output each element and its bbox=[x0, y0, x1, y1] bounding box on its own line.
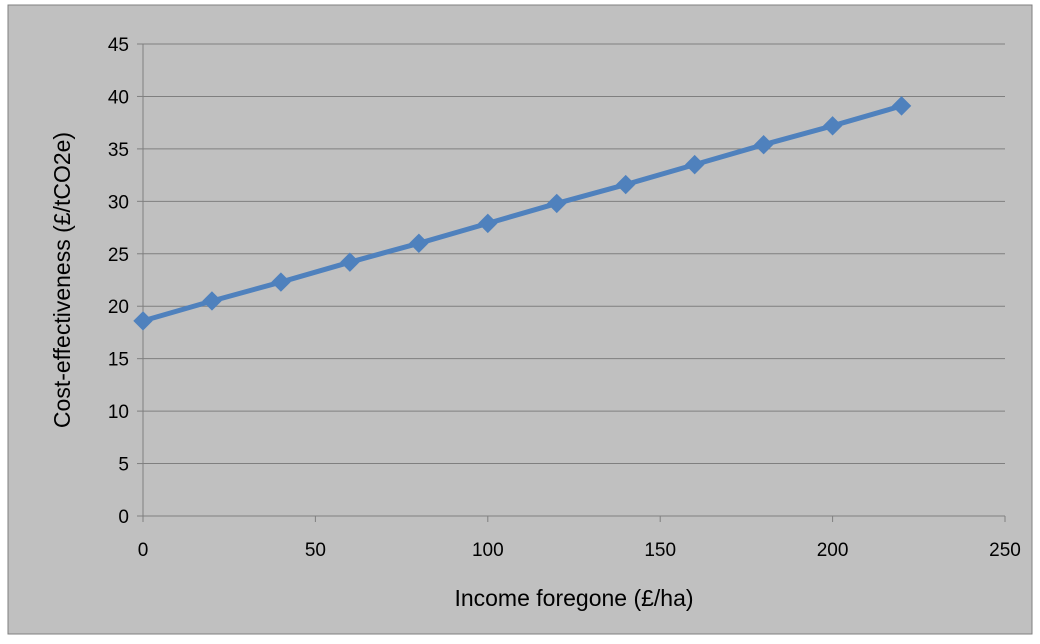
data-point-200 bbox=[822, 116, 843, 136]
y-tick-labels: 0 5 10 15 20 25 30 35 40 45 bbox=[108, 35, 129, 528]
data-point-100 bbox=[478, 213, 498, 234]
x-axis-title: Income foregone (£/ha) bbox=[454, 585, 693, 611]
y-tick-label: 45 bbox=[108, 35, 129, 56]
x-tick-label: 250 bbox=[989, 540, 1021, 561]
axes bbox=[137, 43, 1006, 522]
data-point-0 bbox=[133, 311, 153, 331]
y-tick-label: 10 bbox=[108, 402, 129, 423]
y-tick-label: 15 bbox=[108, 350, 129, 371]
x-tick-label: 50 bbox=[305, 540, 326, 561]
data-point-140 bbox=[616, 174, 636, 195]
x-tick-label: 200 bbox=[817, 540, 849, 561]
x-tick-label: 0 bbox=[138, 540, 149, 561]
data-point-180 bbox=[753, 134, 774, 155]
y-tick-label: 0 bbox=[118, 507, 129, 528]
data-point-40 bbox=[271, 272, 291, 292]
y-tick-label: 20 bbox=[108, 297, 129, 318]
gridlines bbox=[143, 43, 1005, 465]
y-axis-title: Cost-effectiveness (£/tCO2e) bbox=[49, 132, 75, 428]
y-tick-label: 5 bbox=[118, 455, 129, 476]
y-tick-label: 35 bbox=[108, 140, 129, 161]
x-tick-label: 150 bbox=[644, 540, 676, 561]
data-point-220 bbox=[891, 96, 912, 116]
series-line-0 bbox=[140, 103, 905, 324]
y-tick-label: 40 bbox=[108, 87, 129, 108]
y-tick-label: 25 bbox=[108, 245, 129, 266]
x-tick-label: 100 bbox=[472, 540, 504, 561]
y-tick-label: 30 bbox=[108, 192, 129, 213]
data-point-120 bbox=[547, 193, 567, 214]
series bbox=[133, 96, 912, 331]
data-point-80 bbox=[409, 233, 429, 253]
chart-background bbox=[7, 4, 1033, 635]
data-point-160 bbox=[684, 154, 705, 175]
data-point-20 bbox=[202, 291, 222, 311]
x-tick-labels: 0 50 100 150 200 250 bbox=[138, 540, 1021, 561]
data-point-60 bbox=[340, 252, 360, 272]
